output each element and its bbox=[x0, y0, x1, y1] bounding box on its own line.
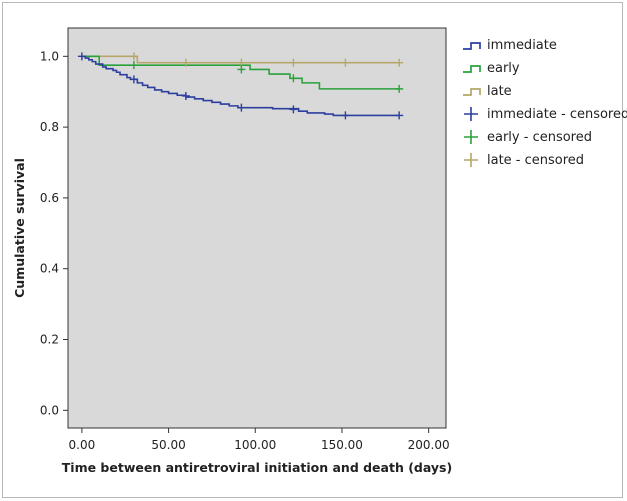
censor-mark-late-censored bbox=[289, 58, 298, 67]
legend-label: immediate - censored bbox=[487, 107, 627, 122]
censor-mark-immediate-censored bbox=[129, 75, 138, 84]
censor-mark-late-censored bbox=[341, 58, 350, 67]
censor-mark-immediate-censored bbox=[395, 111, 404, 120]
legend-cross-swatch bbox=[464, 107, 478, 121]
censor-mark-immediate-censored bbox=[289, 105, 298, 114]
x-axis: 0.00 50.00 100.00 150.00 200.00 bbox=[69, 428, 450, 452]
series-line-immediate bbox=[81, 55, 400, 117]
censor-mark-early-censored bbox=[129, 61, 138, 70]
legend-cross-swatch bbox=[464, 130, 478, 144]
censor-mark-late-censored bbox=[395, 58, 404, 67]
censor-mark-late-censored bbox=[129, 52, 138, 61]
censor-mark-early-censored bbox=[289, 74, 298, 83]
censor-mark-immediate-censored bbox=[181, 91, 190, 100]
y-tick-label: 1.0 bbox=[40, 49, 59, 63]
legend-label: early bbox=[487, 61, 520, 76]
legend: immediate early late immediate - censored ea… bbox=[463, 38, 627, 168]
y-axis: 0.0 0.2 0.4 0.6 0.8 1.0 bbox=[40, 49, 68, 417]
legend-step-swatch bbox=[463, 65, 481, 73]
x-tick-label: 50.00 bbox=[151, 438, 185, 452]
y-tick-label: 0.0 bbox=[40, 403, 59, 417]
y-axis-title: Cumulative survival bbox=[12, 158, 27, 298]
legend-label: late bbox=[487, 84, 512, 99]
legend-label: immediate bbox=[487, 38, 557, 53]
legend-label: late - censored bbox=[487, 153, 584, 168]
censor-mark-early-censored bbox=[395, 84, 404, 93]
x-tick-label: 100.00 bbox=[234, 438, 276, 452]
legend-step-swatch bbox=[463, 42, 481, 50]
censor-mark-immediate-censored bbox=[341, 111, 350, 120]
censor-mark-late-censored bbox=[237, 58, 246, 67]
y-tick-label: 0.4 bbox=[40, 262, 59, 276]
censor-layer bbox=[77, 52, 404, 120]
x-tick-label: 150.00 bbox=[321, 438, 363, 452]
legend-cross-swatch bbox=[464, 153, 478, 167]
censor-mark-early-censored bbox=[237, 65, 246, 74]
y-tick-label: 0.2 bbox=[40, 333, 59, 347]
legend-step-swatch bbox=[463, 88, 481, 96]
y-tick-label: 0.6 bbox=[40, 191, 59, 205]
legend-label: early - censored bbox=[487, 130, 592, 145]
plot-area bbox=[67, 27, 447, 429]
x-tick-label: 0.00 bbox=[69, 438, 96, 452]
censor-mark-late-censored bbox=[181, 58, 190, 67]
censor-mark-immediate-censored bbox=[77, 52, 86, 61]
series-line-early bbox=[81, 55, 400, 90]
x-tick-label: 200.00 bbox=[408, 438, 450, 452]
y-tick-label: 0.8 bbox=[40, 120, 59, 134]
censor-mark-immediate-censored bbox=[237, 103, 246, 112]
x-axis-title: Time between antiretroviral initiation a… bbox=[62, 460, 452, 475]
